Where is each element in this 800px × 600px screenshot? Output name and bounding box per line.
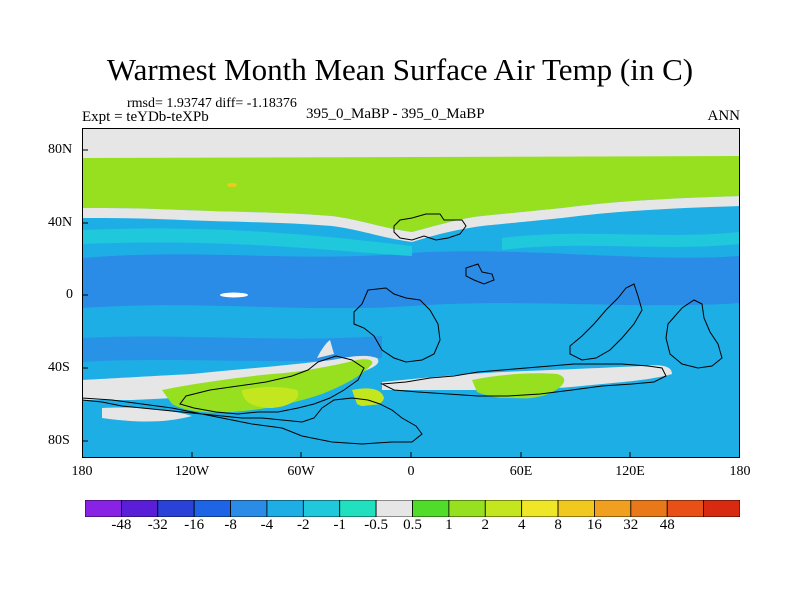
colorbar-label: -16 — [184, 517, 205, 533]
coastline-small-island — [465, 263, 495, 285]
colorbar-swatch — [120, 500, 159, 517]
colorbar-swatch — [630, 500, 668, 517]
lat-label-40s: 40S — [48, 360, 70, 375]
colorbar-label: 0.5 — [403, 517, 422, 533]
colorbar-label: -0.5 — [364, 517, 388, 533]
cyan-band-east — [502, 232, 740, 250]
colorbar-label: 2 — [481, 517, 490, 533]
polar-cap-north — [82, 128, 740, 158]
colorbar-label: 16 — [586, 517, 602, 533]
colorbar-swatch — [521, 500, 559, 517]
colorbar-swatch — [557, 500, 595, 517]
cyan-band-north — [82, 228, 412, 256]
coastline-northern-continent — [393, 213, 467, 241]
colorbar-swatch — [266, 500, 304, 517]
lon-label-120w: 120W — [174, 464, 210, 479]
colorbar — [85, 500, 740, 517]
colorbar-label: -48 — [111, 517, 132, 533]
colorbar-swatch — [412, 500, 450, 517]
colorbar-label: 1 — [445, 517, 453, 533]
colorbar-swatch — [666, 500, 705, 517]
colorbar-swatch — [157, 500, 195, 517]
axis-ticks — [82, 149, 631, 458]
warm-core-south-west — [242, 387, 299, 408]
warm-spot — [227, 183, 237, 187]
colorbar-swatch — [230, 500, 268, 517]
colorbar-swatch — [375, 500, 413, 517]
stats-text: rmsd= 1.93747 diff= -1.18376 — [127, 96, 297, 111]
coastline-south-west-continent — [179, 355, 365, 415]
warm-patch-south-west — [162, 359, 373, 413]
colorbar-label: -4 — [260, 517, 274, 533]
colorbar-swatch — [85, 500, 122, 517]
lon-label-0: 0 — [407, 464, 415, 479]
neutral-band-north — [82, 196, 740, 242]
coastline-antarctica — [82, 397, 423, 445]
cool-band-south — [82, 336, 382, 362]
coastline-south-east-continent — [380, 363, 667, 397]
colorbar-swatch — [302, 500, 341, 517]
lon-label-120e: 120E — [615, 464, 645, 479]
colorbar-swatch — [448, 500, 486, 517]
warm-patch-south-east — [472, 373, 565, 399]
colorbar-label: 32 — [623, 517, 639, 533]
lat-label-0: 0 — [66, 287, 73, 302]
colorbar-swatch — [193, 500, 231, 517]
lat-label-80s: 80S — [48, 433, 70, 448]
warm-band-north — [82, 156, 740, 232]
lon-label-180-west: 180 — [71, 464, 93, 479]
colorbar-label: -8 — [224, 517, 237, 533]
colorbar-label: 48 — [659, 517, 675, 533]
neutral-band-south-west — [82, 355, 379, 400]
neutral-spike — [317, 340, 334, 358]
map-title: Warmest Month Mean Surface Air Temp (in … — [106, 52, 694, 87]
temperature-map — [82, 128, 740, 458]
lat-label-40n: 40N — [48, 215, 73, 230]
coastline-central-continent — [353, 287, 441, 363]
coastline-far-east-continent — [665, 299, 723, 369]
coastlines — [82, 213, 723, 445]
lon-label-180-east: 180 — [729, 464, 751, 479]
colorbar-swatch — [703, 500, 740, 517]
experiment-label: Expt = teYDb-teXPb — [82, 109, 209, 125]
lon-label-60e: 60E — [509, 464, 533, 479]
colorbar-label: -32 — [147, 517, 168, 533]
colorbar-swatch — [339, 500, 377, 517]
lat-label-80n: 80N — [48, 142, 73, 157]
colorbar-label: 4 — [517, 517, 526, 533]
coastline-eastern-continent — [569, 283, 643, 361]
season-label: ANN — [707, 108, 741, 124]
antarctic-region — [82, 396, 740, 458]
cool-band-tropics — [82, 251, 740, 309]
colorbar-swatch — [594, 500, 632, 517]
colorbar-swatch — [484, 500, 523, 517]
colorbar-label: 8 — [554, 517, 562, 533]
lon-label-60w: 60W — [287, 464, 315, 479]
colorbar-label: -2 — [297, 517, 310, 533]
equatorial-streak — [220, 292, 248, 298]
colorbar-label: -1 — [333, 517, 346, 533]
runs-label: 395_0_MaBP - 395_0_MaBP — [306, 106, 485, 122]
